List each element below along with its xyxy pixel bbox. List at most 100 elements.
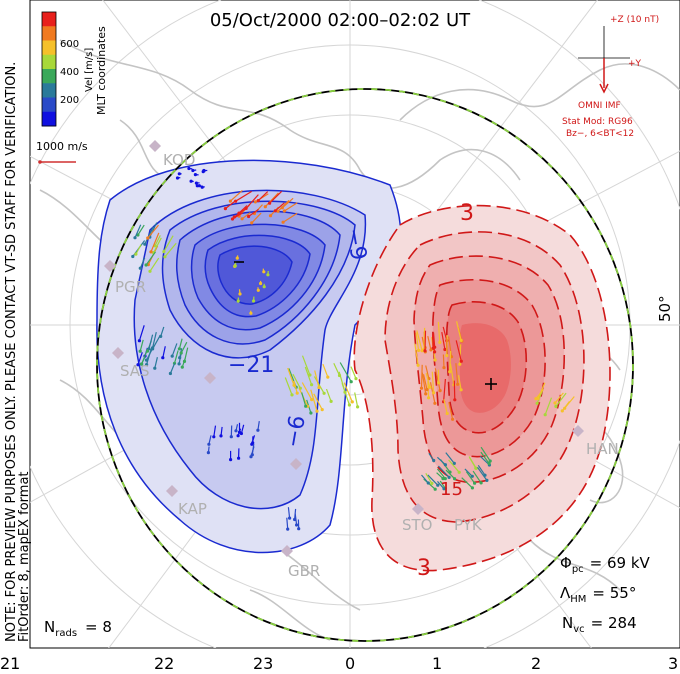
- velocity-vector: [152, 335, 161, 350]
- velocity-vector: [153, 237, 162, 253]
- mlt-tick-21: 21: [0, 654, 20, 673]
- vector-origin: [433, 350, 437, 354]
- velocity-vector: [448, 459, 460, 473]
- contour-label-neg-6: −6: [281, 414, 311, 450]
- velocity-vector: [338, 371, 346, 393]
- velocity-vector: [250, 446, 255, 457]
- velocity-vector: [477, 466, 488, 481]
- velocity-vector: [304, 366, 313, 385]
- velocity-vector: [164, 242, 177, 258]
- velocity-vector: [480, 451, 490, 464]
- velocity-vector: [173, 350, 179, 364]
- vector-origin: [263, 205, 267, 209]
- velocity-vectors: [131, 166, 575, 531]
- velocity-vector: [437, 465, 450, 478]
- velocity-vector: [437, 321, 441, 343]
- vector-origin: [131, 254, 135, 259]
- vector-origin: [488, 459, 492, 463]
- velocity-vector: [537, 382, 546, 399]
- colorbar-segment: [42, 83, 56, 98]
- colorbar-segment: [42, 54, 56, 70]
- vector-origin: [229, 458, 233, 462]
- vector-origin: [433, 358, 437, 362]
- vector-origin: [322, 391, 326, 395]
- velocity-vector: [169, 362, 176, 374]
- velocity-vector: [154, 235, 161, 246]
- vector-origin: [310, 398, 314, 402]
- velocity-vector: [245, 194, 259, 209]
- mlt-axis: 21 22 23 0 1 2 3: [0, 654, 678, 673]
- fit-order-note: FitOrder: 8, mapEX format: [17, 471, 32, 642]
- velocity-vector: [445, 452, 455, 464]
- velocity-vector: [555, 392, 567, 407]
- vector-origin: [349, 380, 353, 384]
- velocity-vector: [468, 457, 477, 469]
- vector-origin: [329, 399, 333, 403]
- vector-origin: [563, 406, 567, 410]
- velocity-vector: [544, 397, 553, 415]
- velocity-vector: [457, 375, 462, 390]
- velocity-vector: [178, 338, 183, 349]
- vector-origin: [553, 401, 557, 405]
- vector-origin: [445, 353, 449, 358]
- vector-scale: 1000 m/s: [36, 140, 88, 164]
- velocity-vector: [477, 464, 486, 476]
- velocity-vector: [343, 382, 353, 403]
- velocity-vector: [455, 363, 459, 385]
- vector-origin: [262, 285, 266, 289]
- velocity-vector: [423, 327, 426, 350]
- vector-origin: [447, 475, 451, 479]
- colorbar-segment: [42, 40, 56, 56]
- velocity-vector: [339, 362, 352, 382]
- velocity-vector: [449, 363, 455, 385]
- vector-origin: [200, 185, 204, 189]
- vector-origin: [180, 365, 184, 369]
- velocity-vector: [277, 199, 290, 212]
- velocity-vector: [325, 388, 332, 402]
- vector-origin: [194, 181, 198, 185]
- vector-origin: [310, 383, 314, 387]
- vector-origin: [436, 483, 440, 487]
- vector-count: Nvc = 284: [562, 614, 637, 635]
- vector-origin: [417, 348, 421, 352]
- velocity-vector: [282, 212, 298, 223]
- vector-origin: [280, 206, 284, 210]
- velocity-vector: [427, 335, 432, 351]
- svg-text:+Y: +Y: [628, 59, 642, 69]
- station-sas: SAS: [120, 362, 150, 380]
- vector-origin: [356, 405, 360, 409]
- stats-block: Φpc = 69 kV ΛHM = 55° Nvc = 284 Nrads = 8: [44, 554, 651, 639]
- velocity-vector: [248, 208, 259, 217]
- mlt-tick-0: 0: [345, 654, 355, 673]
- velocity-vector: [443, 378, 446, 402]
- station-sto: STO: [402, 516, 433, 534]
- vector-origin: [442, 487, 446, 491]
- velocity-vector: [147, 224, 159, 239]
- vector-origin: [236, 434, 240, 438]
- vector-origin: [189, 179, 193, 183]
- velocity-vector: [313, 393, 323, 410]
- vector-origin: [145, 363, 149, 367]
- velocity-vector: [274, 202, 285, 212]
- vector-origin: [163, 255, 167, 259]
- vector-origin: [354, 377, 358, 381]
- vector-origin: [304, 404, 308, 408]
- vector-origin: [443, 477, 447, 481]
- vector-origin: [249, 311, 253, 315]
- velocity-vector: [425, 372, 431, 388]
- vector-origin: [138, 266, 142, 270]
- mlt-tick-22: 22: [154, 654, 174, 673]
- station-gbr: GBR: [288, 562, 320, 580]
- vector-origin: [273, 209, 277, 213]
- velocity-vector: [432, 332, 436, 348]
- velocity-vector: [287, 507, 291, 519]
- harang-latitude: ΛHM = 55°: [560, 584, 636, 605]
- vector-origin: [350, 400, 354, 404]
- velocity-vector: [421, 372, 427, 394]
- vector-origin: [178, 356, 182, 360]
- vector-origin: [416, 363, 420, 367]
- station-pyk: PYK: [454, 516, 483, 534]
- vector-origin: [256, 199, 260, 203]
- velocity-vector: [424, 330, 427, 351]
- colorbar-segment: [42, 12, 56, 27]
